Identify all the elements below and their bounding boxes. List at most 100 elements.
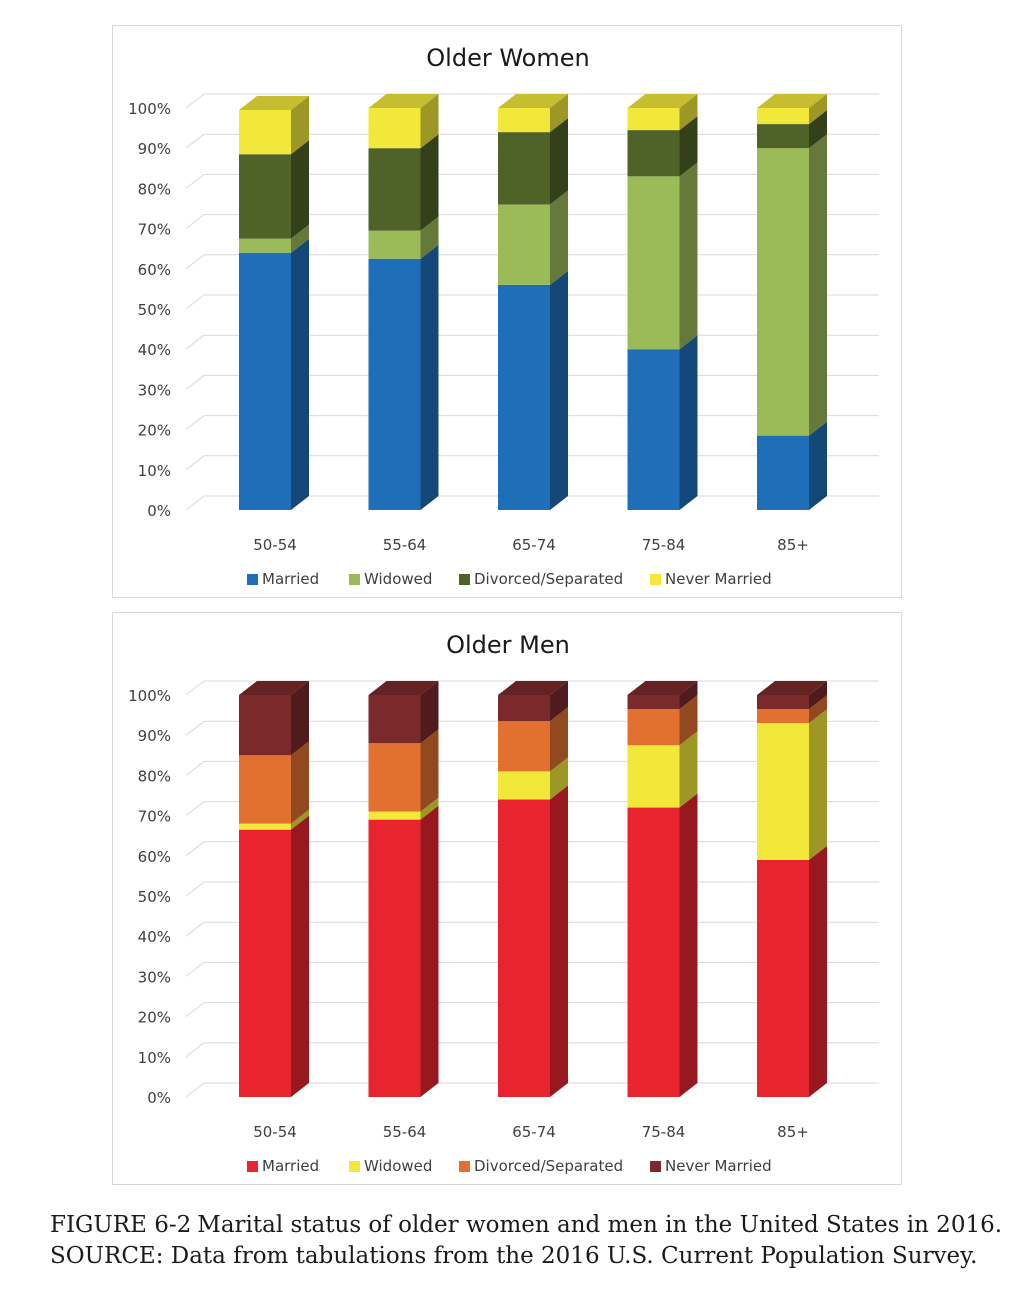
women-grid-diag	[185, 174, 205, 189]
women-legend-swatch	[650, 574, 661, 585]
men-title: Older Men	[446, 631, 570, 659]
women-bar-segment-side	[679, 94, 698, 131]
women-bar-segment-side	[679, 162, 698, 350]
chart-older-women-svg: Older Women 0% 10% 20% 30% 40% 50% 60% 70% 80% 90%…	[128, 44, 879, 588]
chart-older-women: Older Women 0% 10% 20% 30% 40% 50% 60% 70% 80% 90%…	[112, 25, 902, 598]
men-grid-diag	[185, 921, 205, 937]
men-legend-label: Divorced/Separated	[474, 1157, 623, 1175]
men-bar-segment	[239, 755, 291, 824]
women-bar-segment-side	[420, 134, 439, 231]
women-title: Older Women	[426, 44, 589, 72]
women-bar-top	[498, 94, 568, 108]
men-bar-segment	[239, 829, 291, 1097]
men-bar-segment	[239, 823, 291, 830]
men-grid-diag	[185, 801, 205, 816]
men-bar-segment-side	[809, 845, 827, 1097]
women-x-tick-label: 50-54	[253, 536, 297, 554]
men-grid-diag	[185, 761, 205, 776]
women-x-tick-label: 85+	[777, 536, 809, 554]
women-bar-segment-side	[291, 224, 309, 253]
men-bar-segment	[627, 709, 680, 746]
men-bar-segment-side	[550, 681, 568, 722]
men-bar-segment-side	[679, 793, 698, 1097]
men-bar-segment-side	[550, 707, 568, 772]
men-y-tick-label: 80%	[138, 767, 171, 785]
women-y-tick-label: 40%	[138, 341, 171, 359]
men-bar-segment-side	[809, 681, 827, 710]
women-bar-segment	[627, 176, 680, 350]
figure-id: FIGURE 6-2	[50, 1212, 192, 1238]
men-bar-segment	[757, 709, 809, 724]
men-bar-segment	[368, 743, 421, 812]
women-grid-diag	[185, 214, 205, 229]
women-bar-segment	[498, 284, 550, 510]
men-bar-top	[239, 681, 309, 695]
men-legend-label: Widowed	[364, 1157, 432, 1175]
men-y-tick-label: 0%	[147, 1089, 171, 1107]
men-y-tick-label: 10%	[138, 1049, 171, 1067]
men-bar-segment-side	[420, 797, 439, 820]
women-grid-diag	[185, 334, 205, 350]
women-bar-top	[627, 94, 698, 108]
men-bar-85+	[757, 681, 827, 1097]
women-bar-segment-side	[550, 190, 568, 285]
men-bar-segment-side	[679, 695, 698, 746]
women-grid-diag	[185, 495, 205, 511]
women-bar-segment-side	[550, 118, 568, 205]
women-bar-top	[368, 94, 439, 108]
men-bar-segment	[368, 819, 421, 1097]
women-bar-segment	[368, 108, 421, 149]
men-bar-segment-side	[291, 741, 309, 824]
women-grid-diag	[185, 254, 205, 270]
men-legend-label: Never Married	[665, 1157, 772, 1175]
men-legend-swatch	[247, 1161, 258, 1172]
men-y-tick-label: 20%	[138, 1009, 171, 1027]
women-grid-diag	[185, 133, 205, 149]
men-grid-diag	[185, 881, 205, 897]
men-y-tick-label: 30%	[138, 968, 171, 986]
men-y-tick-label: 60%	[138, 848, 171, 866]
women-y-tick-label: 80%	[138, 180, 171, 198]
women-y-tick-label: 0%	[147, 502, 171, 520]
women-grid-diag	[185, 375, 205, 390]
women-bar-65-74	[498, 94, 568, 510]
women-bar-segment-side	[291, 140, 309, 239]
men-bar-segment	[627, 807, 680, 1097]
women-bar-segment-side	[550, 270, 568, 510]
women-bar-50-54	[239, 96, 309, 510]
women-bar-segment	[239, 110, 291, 155]
men-bar-top	[498, 681, 568, 695]
men-bar-segment-side	[420, 729, 439, 812]
men-bar-segment	[627, 695, 680, 710]
women-y-tick-label: 90%	[138, 140, 171, 158]
men-legend: Married Widowed Divorced/Separated Never Ma…	[247, 1157, 772, 1175]
women-grid-diag	[185, 455, 205, 471]
women-bar-segment	[239, 238, 291, 253]
women-bar-segment	[757, 124, 809, 149]
men-x-tick-label: 65-74	[512, 1123, 556, 1141]
women-bar-segment	[627, 130, 680, 177]
figure-caption: FIGURE 6-2 Marital status of older women …	[50, 1210, 1002, 1272]
men-grid-diag	[185, 1082, 205, 1098]
women-x-tick-label: 65-74	[512, 536, 556, 554]
men-bar-segment-side	[420, 805, 439, 1097]
men-bar-segment	[757, 723, 809, 860]
men-y-tick-label: 50%	[138, 888, 171, 906]
women-bar-segment-side	[809, 134, 827, 436]
women-bar-segment	[627, 349, 680, 510]
men-bar-segment	[498, 799, 550, 1097]
women-bar-top	[757, 94, 827, 108]
men-legend-swatch	[650, 1161, 661, 1172]
men-bar-segment	[368, 811, 421, 820]
men-bar-65-74	[498, 681, 568, 1097]
women-legend-swatch	[459, 574, 470, 585]
women-legend-label: Divorced/Separated	[474, 570, 623, 588]
women-bar-segment	[239, 154, 291, 239]
women-bar-85+	[757, 94, 827, 510]
women-bar-segment	[498, 204, 550, 285]
women-bar-segment-side	[420, 94, 439, 149]
men-bar-top	[757, 681, 827, 695]
men-x-tick-label: 55-64	[383, 1123, 427, 1141]
caption-text: Marital status of older women and men in…	[197, 1212, 1003, 1238]
women-x-tick-label: 55-64	[383, 536, 427, 554]
